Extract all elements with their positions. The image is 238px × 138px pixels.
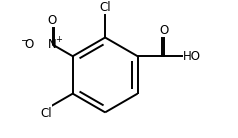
Text: Cl: Cl xyxy=(40,107,52,120)
Text: O: O xyxy=(24,38,33,51)
Text: O: O xyxy=(48,14,57,27)
Text: +: + xyxy=(55,35,62,44)
Text: HO: HO xyxy=(183,50,201,63)
Text: Cl: Cl xyxy=(99,2,111,14)
Text: N: N xyxy=(48,38,57,51)
Text: −: − xyxy=(21,36,29,46)
Text: O: O xyxy=(159,24,169,37)
